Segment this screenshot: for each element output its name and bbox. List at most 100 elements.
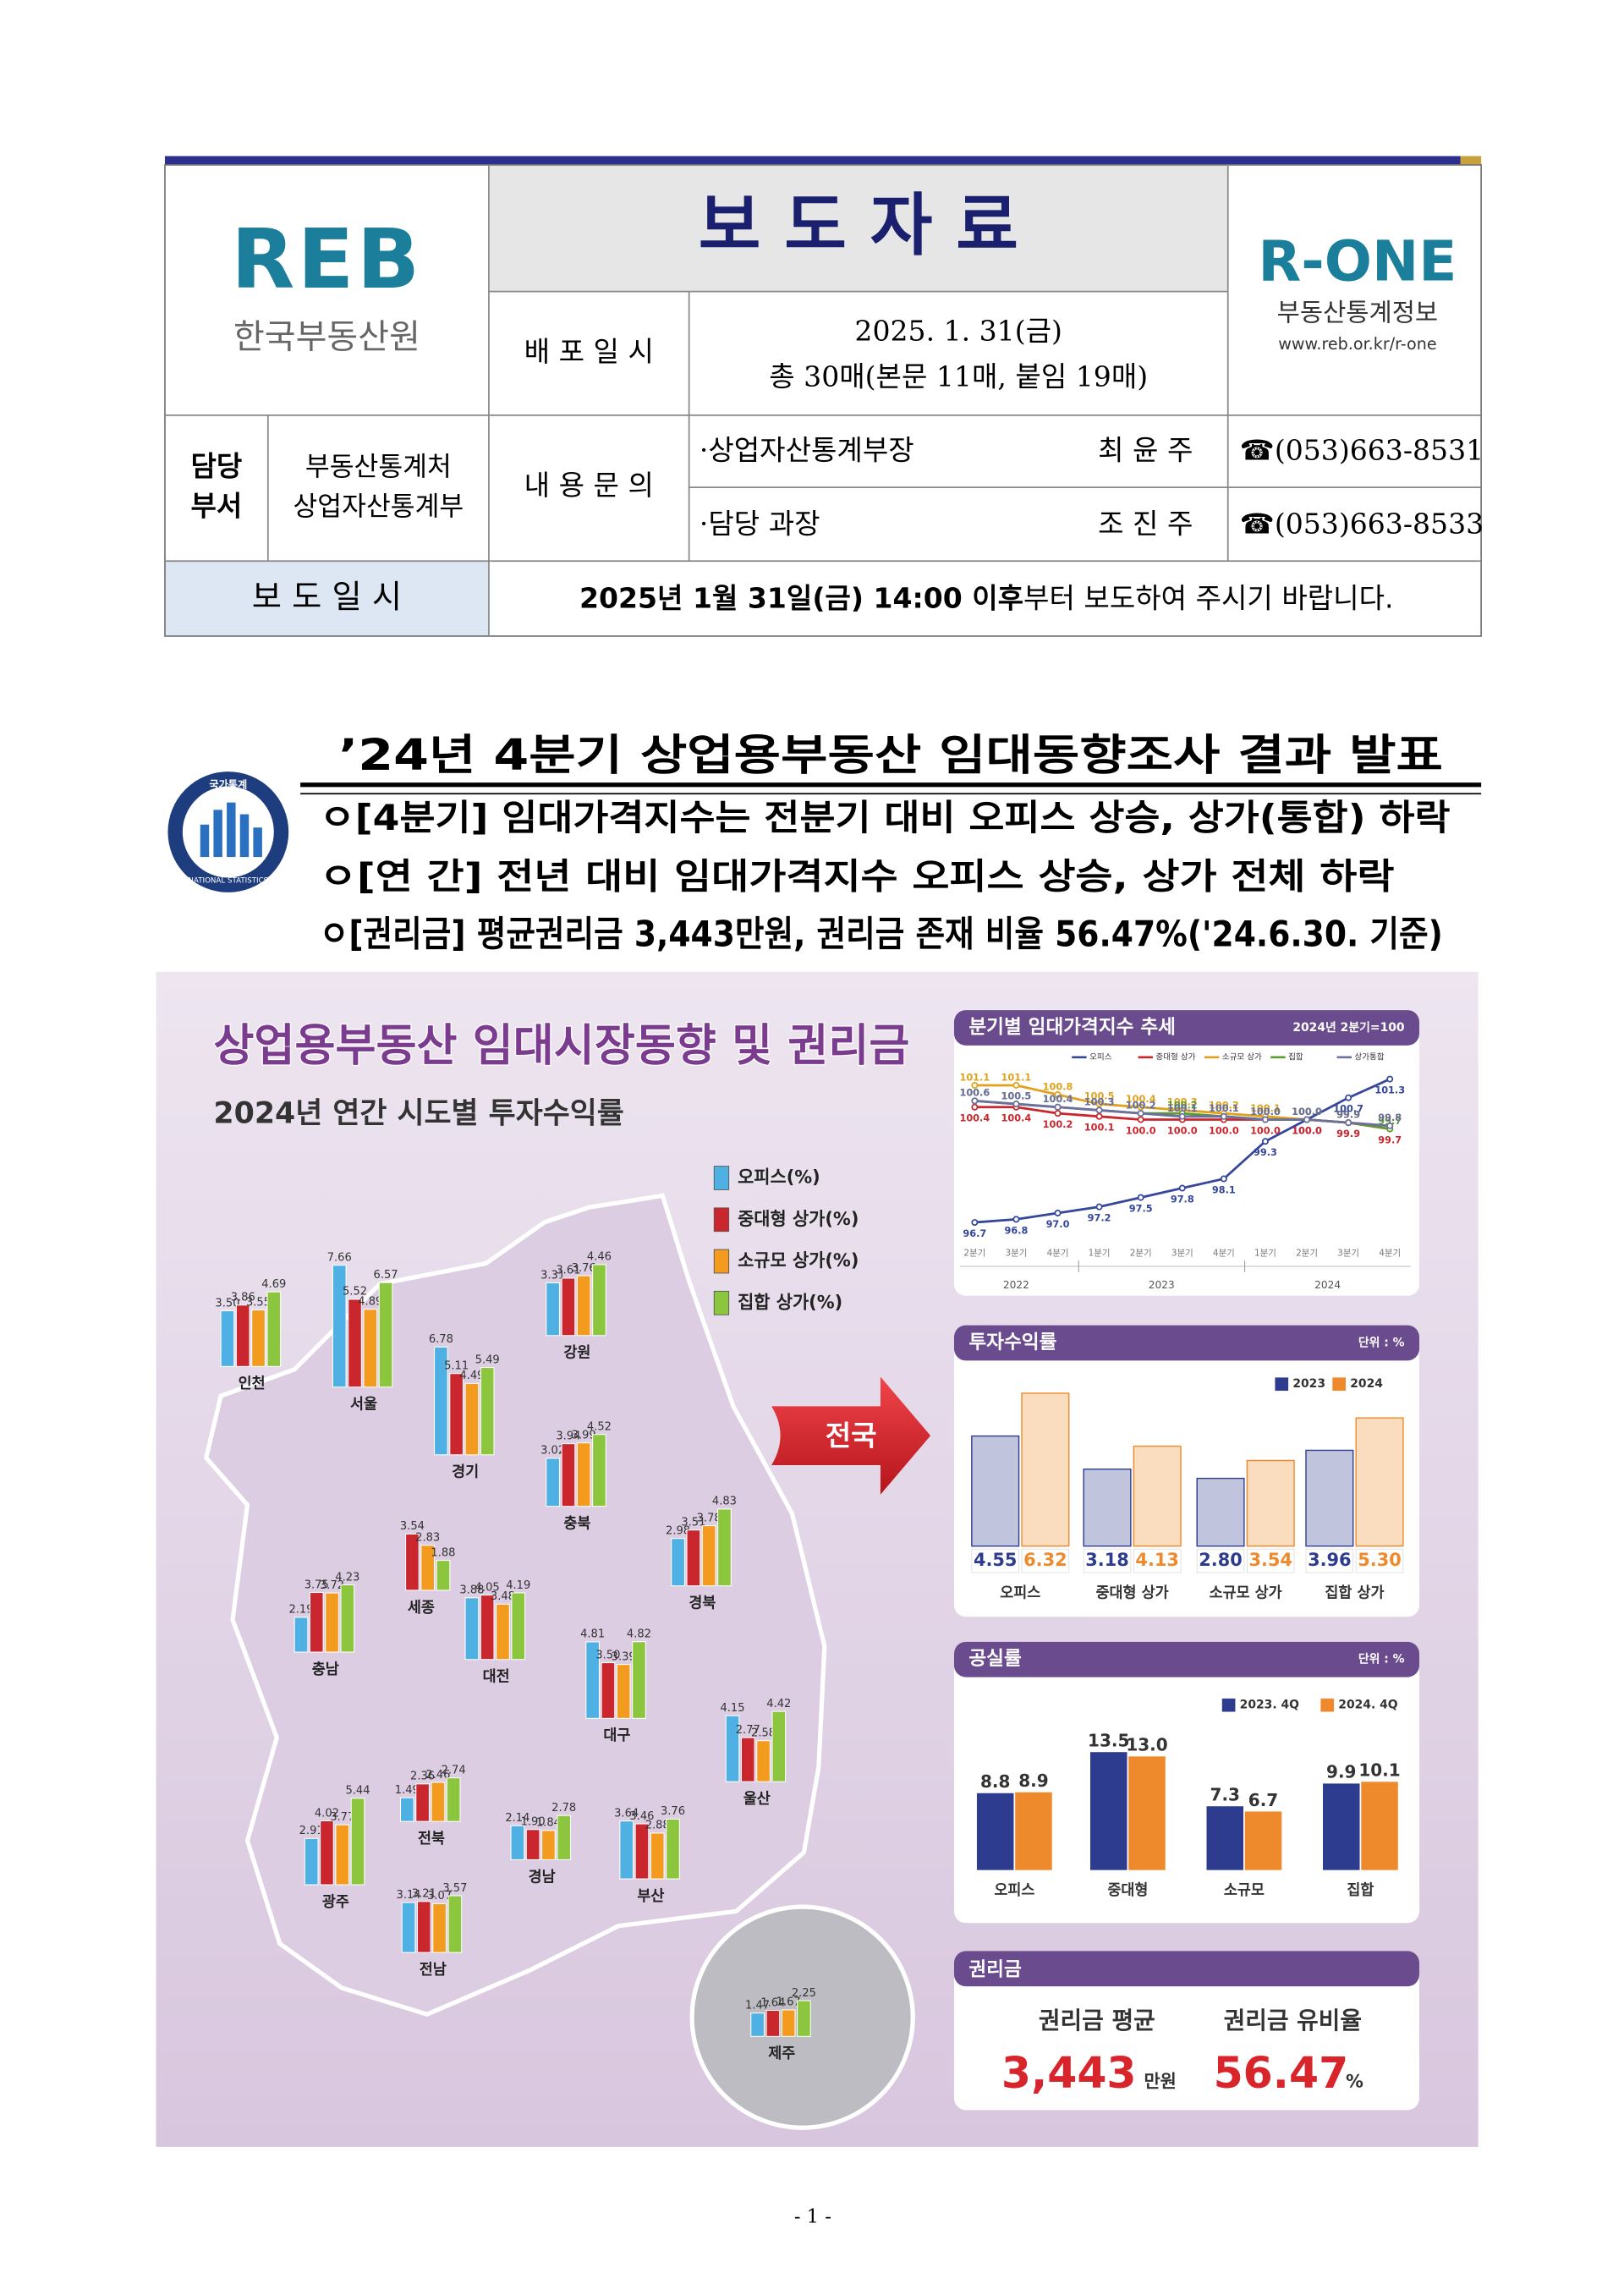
emblem-top: 국가통계 (209, 777, 247, 790)
bar (616, 1664, 631, 1719)
bar (464, 1597, 480, 1661)
point (1054, 1091, 1062, 1099)
logo-right-mark: R-ONE (1258, 228, 1457, 294)
bar (235, 1304, 250, 1367)
logo-left-mark: REB (231, 211, 422, 307)
panel-title: 권리금 (968, 1959, 1022, 1981)
value-label: 100.0 (1126, 1125, 1156, 1136)
point (971, 1103, 979, 1111)
point (1220, 1112, 1227, 1120)
x-tick-label: 소규모 (1224, 1882, 1265, 1899)
x-tick-label: 1분기 (1254, 1248, 1276, 1258)
legend-swatch (1332, 1377, 1346, 1392)
value-label: 97.2 (1088, 1213, 1111, 1224)
contact-phone: ☎(053)663-8533 (1240, 507, 1484, 540)
value-label: 100.1 (1084, 1123, 1115, 1134)
bar (511, 1592, 526, 1661)
bar (251, 1309, 266, 1367)
panel-header (953, 1010, 1420, 1046)
bar (1244, 1811, 1282, 1870)
value-label: 100.7 (1333, 1104, 1363, 1115)
bar (510, 1825, 525, 1860)
key-money-unit: 만원 (1144, 2071, 1176, 2091)
bar (1089, 1752, 1127, 1870)
value-label: 9.9 (1326, 1762, 1356, 1782)
bar (447, 1895, 463, 1953)
embargo-label: 보 도 일 시 (252, 578, 402, 616)
point (1095, 1101, 1103, 1108)
value-label: 100.4 (1001, 1113, 1032, 1124)
value-label: 7.3 (1210, 1785, 1240, 1805)
bar (1015, 1792, 1052, 1870)
value-label: 3.48 (491, 1590, 515, 1603)
bar (415, 1783, 430, 1822)
region-label: 인천 (239, 1375, 266, 1392)
value-label: 6.57 (374, 1269, 398, 1282)
contact-label: 내 용 문 의 (524, 469, 654, 502)
legend-swatch (713, 1290, 730, 1315)
x-tick-label: 4분기 (1047, 1248, 1069, 1258)
value-label: 2.74 (442, 1764, 466, 1776)
bar (220, 1310, 235, 1367)
bar (546, 1282, 560, 1337)
value-box (971, 1548, 1019, 1573)
region-label: 강원 (563, 1345, 590, 1362)
region-label: 광주 (322, 1894, 349, 1911)
value-label: 5.30 (1358, 1550, 1402, 1570)
point (971, 1081, 979, 1089)
logo-right-name: 부동산통계정보 (1277, 298, 1438, 327)
value-label: 1.47 (745, 2000, 770, 2012)
value-label: 3.21 (412, 1888, 436, 1901)
value-label: 100.1 (1209, 1103, 1239, 1114)
bar (541, 1830, 556, 1860)
value-label: 4.55 (974, 1550, 1018, 1570)
bar (976, 1793, 1014, 1870)
legend-swatch (713, 1249, 730, 1274)
value-label: 100.4 (1043, 1094, 1073, 1105)
value-label: 100.1 (1209, 1103, 1239, 1114)
value-label: 8.8 (980, 1771, 1010, 1792)
bar (325, 1592, 339, 1653)
value-label: 3.39 (612, 1650, 636, 1663)
value-label: 100.0 (1292, 1106, 1322, 1117)
x-tick-label: 4분기 (1379, 1248, 1401, 1258)
bar (740, 1737, 755, 1782)
bar (619, 1820, 634, 1880)
bar (480, 1367, 495, 1456)
value-label: 3.54 (400, 1520, 425, 1533)
value-label: 4.42 (766, 1698, 791, 1710)
bar (1206, 1806, 1244, 1870)
value-label: 3.64 (614, 1807, 639, 1820)
value-label: 2.58 (751, 1727, 776, 1739)
value-label: 100.3 (1084, 1097, 1115, 1108)
x-tick-label: 중대형 상가 (1096, 1584, 1169, 1601)
value-label: 100.4 (1043, 1094, 1073, 1105)
value-label: 100.2 (1126, 1100, 1156, 1111)
embargo-text: 2025년 1월 31일(금) 14:00 이후부터 보도하여 주시기 바랍니다… (579, 581, 1394, 614)
value-label: 3.07 (427, 1890, 452, 1902)
region-label: 제주 (768, 2045, 795, 2062)
title-cell (488, 164, 1228, 292)
point (1303, 1116, 1311, 1123)
value-label: 3.76 (661, 1805, 685, 1818)
bar (701, 1525, 716, 1587)
value-label: 1.49 (395, 1784, 420, 1797)
legend-label: 2024. 4Q (1338, 1699, 1398, 1712)
value-label: 2.78 (551, 1802, 576, 1815)
bullet: ㅇ[권리금] 평균권리금 3,443만원, 권리금 존재 비율 56.47%('… (320, 914, 1443, 955)
value-label: 3.99 (572, 1429, 596, 1441)
release-date: 2025. 1. 31(금) (854, 314, 1062, 347)
point (1345, 1119, 1352, 1127)
point (971, 1097, 979, 1105)
value-label: 100.0 (1250, 1106, 1281, 1117)
region-label: 경기 (452, 1464, 479, 1481)
bar (496, 1603, 510, 1661)
value-label: 100.2 (1126, 1100, 1156, 1111)
header: REB 한국부동산원 보 도 자 료 배 포 일 시 2025. 1. 31(금… (164, 156, 1484, 637)
x-tick-label: 오피스 (1000, 1584, 1040, 1601)
legend-swatch (1320, 1698, 1335, 1712)
value-label: 99.9 (1336, 1128, 1360, 1139)
bar (686, 1529, 701, 1587)
legend-label: 오피스 (1089, 1052, 1112, 1062)
